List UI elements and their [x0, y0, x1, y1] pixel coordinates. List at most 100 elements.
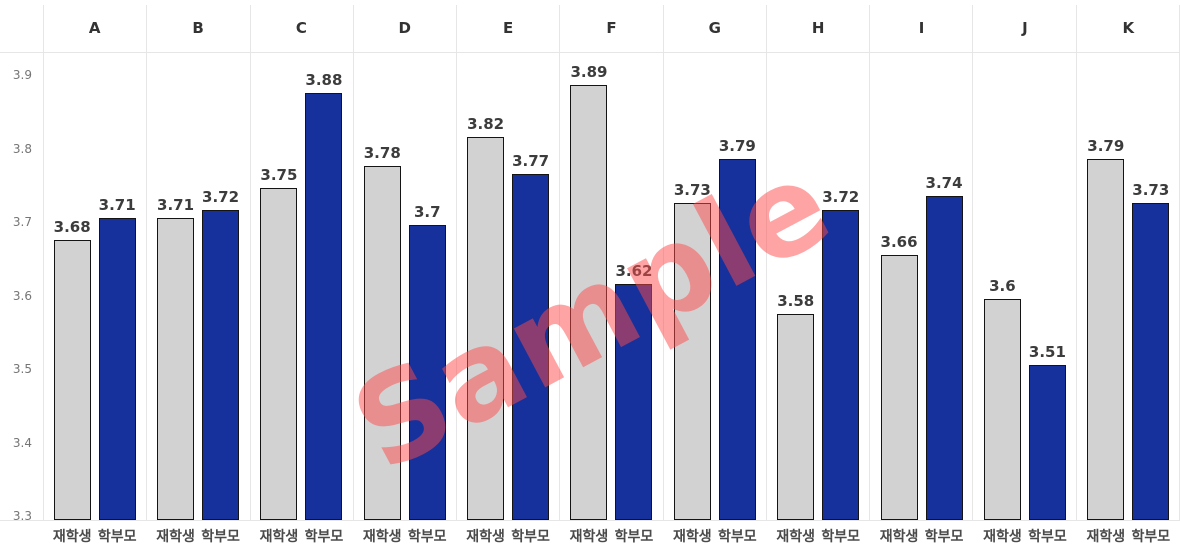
bar-unit: 3.77 [512, 152, 549, 520]
bar-unit: 3.75 [260, 166, 297, 520]
bar-value-label: 3.58 [777, 292, 815, 310]
bar-value-label: 3.51 [1028, 343, 1066, 361]
bar-pair: 3.71 3.72 [146, 52, 249, 520]
bar-unit: 3.7 [408, 203, 446, 520]
bar-series1 [673, 203, 711, 520]
header-divider-line [0, 52, 1180, 53]
bar-unit: 3.74 [925, 174, 963, 520]
category-group-A: A 3.68 3.71 재학생 학부모 [43, 0, 146, 551]
category-label: J [1022, 19, 1028, 37]
bar-value-label: 3.71 [157, 196, 195, 214]
series-label-2: 학부모 [821, 528, 860, 545]
series-label-1: 재학생 [776, 528, 815, 545]
bar-unit: 3.62 [615, 262, 652, 520]
series-labels: 재학생 학부모 [870, 520, 973, 551]
bar-unit: 3.78 [363, 144, 401, 520]
series-labels: 재학생 학부모 [767, 520, 870, 551]
bar-series1 [363, 166, 401, 520]
bar-value-label: 3.72 [822, 188, 860, 206]
bar-value-label: 3.73 [673, 181, 711, 199]
bar-value-label: 3.77 [512, 152, 550, 170]
series-label-2: 학부모 [97, 528, 137, 545]
bar-series2 [408, 225, 446, 520]
series-labels: 재학생 학부모 [663, 520, 766, 551]
bar-series1 [467, 137, 505, 520]
y-axis: 3.9 3.8 3.7 3.6 3.5 3.4 3.3 [0, 0, 36, 551]
series-labels: 재학생 학부모 [146, 520, 249, 551]
bar-series2 [202, 210, 240, 520]
series-labels: 재학생 학부모 [456, 520, 559, 551]
series-label-1: 재학생 [673, 528, 712, 545]
bar-unit: 3.71 [157, 196, 194, 520]
category-group-G: G 3.73 3.79 재학생 학부모 [663, 0, 766, 551]
bar-value-label: 3.71 [98, 196, 136, 214]
plot-area: A 3.68 3.71 재학생 학부모 B 3.71 3.72 재학생 학부모 C 3.75 3.88 재… [43, 0, 1180, 551]
bar-pair: 3.58 3.72 [767, 52, 870, 520]
bar-pair: 3.78 3.7 [353, 52, 456, 520]
category-group-J: J 3.6 3.51 재학생 학부모 [973, 0, 1076, 551]
bar-pair: 3.6 3.51 [973, 52, 1076, 520]
category-label: F [606, 19, 617, 37]
bar-series2 [822, 210, 860, 520]
category-group-I: I 3.66 3.74 재학생 학부모 [870, 0, 973, 551]
bar-unit: 3.89 [570, 63, 607, 520]
series-label-2: 학부모 [1028, 528, 1067, 545]
series-label-2: 학부모 [304, 528, 344, 545]
bar-value-label: 3.68 [53, 218, 91, 236]
bar-series1 [260, 188, 298, 520]
bar-pair: 3.68 3.71 [43, 52, 146, 520]
category-label: E [502, 19, 514, 37]
series-label-2: 학부모 [511, 528, 550, 545]
series-labels: 재학생 학부모 [973, 520, 1076, 551]
series-labels: 재학생 학부모 [43, 520, 146, 551]
bar-series1 [880, 255, 918, 520]
bar-value-label: 3.79 [718, 137, 756, 155]
bar-unit: 3.72 [822, 188, 859, 520]
bar-value-label: 3.74 [925, 174, 963, 192]
bar-pair: 3.89 3.62 [560, 52, 663, 520]
bar-series2 [305, 93, 343, 520]
bar-value-label: 3.72 [202, 188, 240, 206]
category-group-K: K 3.79 3.73 재학생 학부모 [1077, 0, 1180, 551]
series-labels: 재학생 학부모 [353, 520, 456, 551]
x-axis-line [0, 520, 1180, 521]
bar-series1 [983, 299, 1021, 520]
bar-series1 [777, 314, 815, 520]
y-tick-label: 3.7 [12, 215, 32, 229]
series-label-1: 재학생 [52, 528, 92, 545]
series-label-1: 재학생 [466, 528, 505, 545]
bar-value-label: 3.73 [1132, 181, 1170, 199]
bar-unit: 3.58 [777, 292, 814, 520]
bar-value-label: 3.89 [570, 63, 608, 81]
bar-series2 [98, 218, 136, 520]
category-label: A [88, 19, 101, 37]
bar-series2 [718, 159, 756, 520]
series-label-1: 재학생 [569, 528, 609, 545]
bar-pair: 3.79 3.73 [1077, 52, 1180, 520]
bar-value-label: 3.88 [305, 71, 343, 89]
category-group-F: F 3.89 3.62 재학생 학부모 [560, 0, 663, 551]
category-group-B: B 3.71 3.72 재학생 학부모 [146, 0, 249, 551]
bar-unit: 3.6 [983, 277, 1021, 520]
bar-series1 [1087, 159, 1125, 520]
bar-pair: 3.75 3.88 [250, 52, 353, 520]
bar-unit: 3.82 [467, 115, 504, 520]
series-label-1: 재학생 [1086, 528, 1126, 545]
bar-unit: 3.79 [1087, 137, 1124, 520]
category-group-H: H 3.58 3.72 재학생 학부모 [767, 0, 870, 551]
bar-pair: 3.66 3.74 [870, 52, 973, 520]
series-label-2: 학부모 [924, 528, 964, 545]
bar-series1 [53, 240, 91, 520]
category-group-D: D 3.78 3.7 재학생 학부모 [353, 0, 456, 551]
series-label-1: 재학생 [879, 528, 919, 545]
series-labels: 재학생 학부모 [560, 520, 663, 551]
bar-value-label: 3.75 [260, 166, 298, 184]
bar-value-label: 3.6 [989, 277, 1016, 295]
bar-series1 [570, 85, 608, 520]
bar-unit: 3.66 [880, 233, 918, 520]
bar-unit: 3.88 [305, 71, 342, 520]
series-label-2: 학부모 [614, 528, 654, 545]
series-label-2: 학부모 [1131, 528, 1171, 545]
bar-unit: 3.71 [98, 196, 136, 520]
